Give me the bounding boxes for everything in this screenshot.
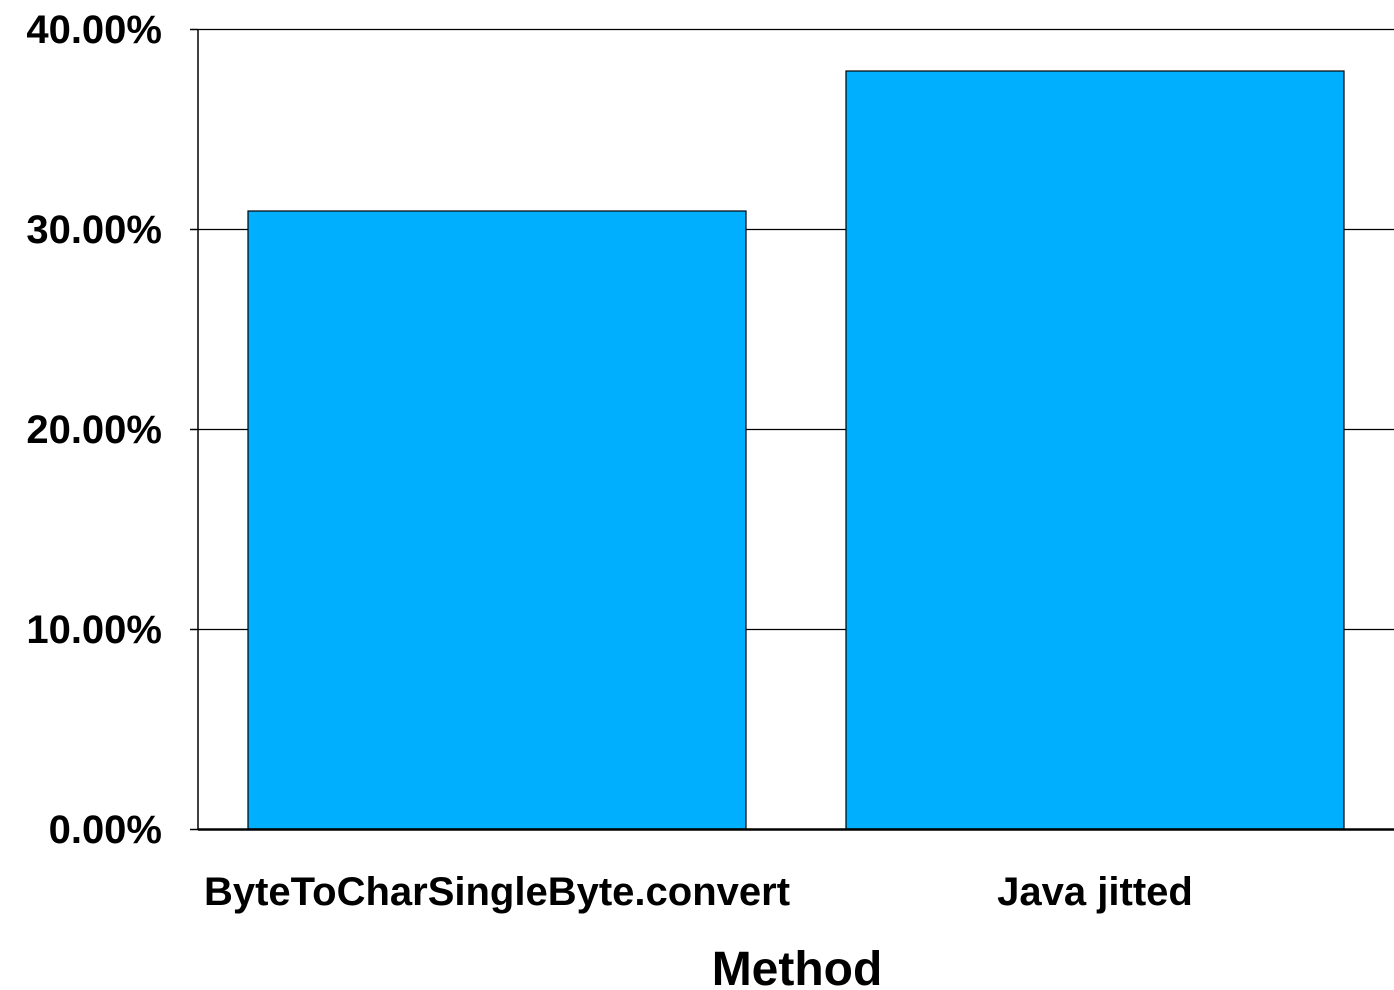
y-tick-label: 20.00% <box>26 408 162 452</box>
x-category-labels: ByteToCharSingleByte.convert Java jitted <box>204 870 1193 914</box>
y-tick-label: 0.00% <box>49 808 162 852</box>
y-tick-labels: 0.00% 10.00% 20.00% 30.00% 40.00% <box>26 8 162 852</box>
bars <box>247 70 1345 830</box>
y-tick-label: 30.00% <box>26 208 162 252</box>
y-tick-label: 10.00% <box>26 608 162 652</box>
axes <box>190 28 1394 831</box>
x-category-label: ByteToCharSingleByte.convert <box>204 870 790 914</box>
y-tick-label: 40.00% <box>26 8 162 52</box>
x-category-label: Java jitted <box>997 870 1193 914</box>
bar <box>845 70 1345 830</box>
x-axis-title: Method <box>712 943 883 990</box>
bar <box>247 210 747 830</box>
